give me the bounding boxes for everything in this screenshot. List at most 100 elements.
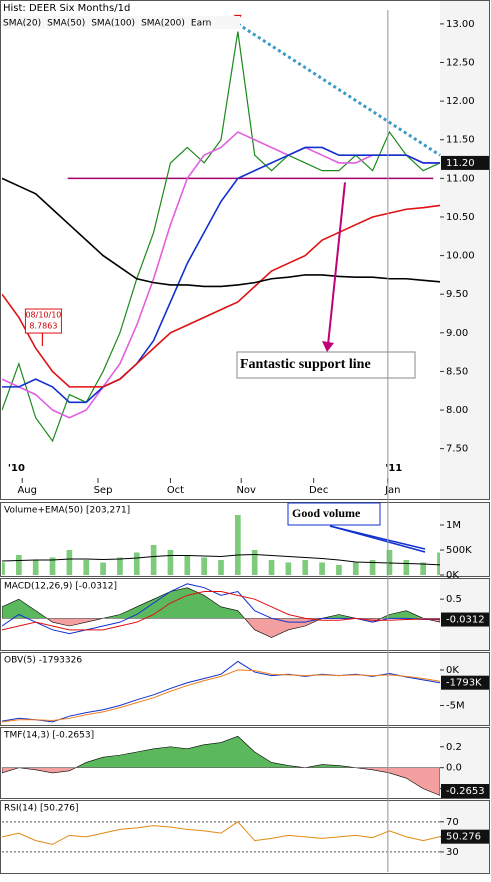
plot (2, 583, 440, 638)
bar (201, 557, 207, 575)
bar (16, 555, 22, 575)
line (2, 131, 440, 419)
line (2, 146, 440, 404)
area (2, 767, 440, 796)
bar (336, 565, 342, 575)
line (2, 31, 440, 443)
panel-title: RSI(14) [50.276] (4, 804, 78, 814)
line (2, 591, 440, 631)
y-tick-label: 10.50 (446, 212, 475, 223)
line (2, 553, 440, 566)
year-label: '10 (8, 463, 25, 474)
y-tick-label: 12.00 (446, 96, 475, 107)
y-tick-label: 0.5 (446, 594, 462, 605)
trendline (237, 22, 441, 157)
annotation-arrow (329, 525, 426, 553)
y-tick-label: 9.50 (446, 289, 468, 300)
panel-title: TMF(14,3) [-0.2653] (3, 731, 94, 741)
x-tick-label: Oct (167, 485, 184, 496)
current-box (441, 829, 489, 844)
y-tick-label: 7.50 (446, 444, 468, 455)
current-label: 50.276 (446, 832, 481, 843)
bar (117, 557, 123, 575)
bar (218, 560, 224, 575)
current-label: -0.2653 (446, 786, 485, 797)
x-tick-label: Sep (94, 485, 113, 496)
panel-title: MACD(12,26,9) [-0.0312] (4, 582, 117, 592)
y-tick-label: 30 (446, 847, 459, 858)
x-tick-label: Dec (309, 485, 328, 496)
line (2, 669, 440, 723)
current-label: -0.0312 (446, 615, 485, 626)
bar (66, 550, 73, 575)
highlight-label: 8.7863 (29, 322, 57, 331)
panel-title-bg (2, 654, 85, 666)
area-down (2, 767, 440, 796)
line (2, 204, 440, 388)
bar (49, 557, 56, 575)
panel (0, 0, 490, 500)
year-label: '11 (385, 463, 402, 474)
highlight-box (24, 308, 62, 334)
y-tick-label: 8.00 (446, 405, 468, 416)
annotation-box (287, 502, 381, 526)
y-tick-label: 9.00 (446, 328, 468, 339)
plot (2, 660, 440, 723)
y-tick-label: 11.00 (446, 173, 475, 184)
bar (133, 552, 140, 575)
y-tick-label: 70 (446, 817, 459, 828)
plot (2, 515, 440, 575)
bar (100, 562, 106, 575)
axis-strip (440, 503, 489, 576)
legend-entry: SMA(20) (3, 19, 41, 29)
current-label: -1793K (446, 678, 482, 689)
bar (251, 550, 258, 575)
bar (32, 560, 39, 575)
bar (83, 560, 90, 575)
arrow-head (322, 341, 334, 352)
x-tick-label: Nov (236, 485, 256, 496)
area-up (2, 735, 440, 768)
bar (420, 562, 426, 575)
y-tick-label: 8.50 (446, 366, 468, 377)
annotation-arrow (327, 182, 346, 346)
bar (403, 560, 410, 575)
bar (352, 562, 359, 575)
panel-title-bg (2, 580, 119, 592)
line (2, 583, 440, 635)
panel-title: Volume+EMA(50) [203,271] (4, 506, 130, 516)
panel-title: OBV(5) -1793326 (4, 656, 82, 666)
panel-title-bg (2, 504, 133, 516)
bar (235, 515, 241, 575)
panel-title-bg (2, 802, 81, 814)
area-up (2, 587, 440, 619)
bar (302, 560, 309, 575)
y-tick-label: 0K (446, 665, 459, 676)
bar (2, 562, 5, 575)
area (2, 735, 440, 768)
legend-entry: Earn (191, 19, 211, 29)
x-tick-label: Aug (17, 485, 37, 496)
line (2, 821, 440, 845)
chart-title: Hist: DEER Six Months/1d (3, 3, 130, 14)
bar (437, 552, 440, 575)
current-label: 11.20 (446, 158, 475, 169)
legend-entry: SMA(50) (47, 19, 85, 29)
y-tick-label: 10.00 (446, 251, 475, 262)
current-box (441, 675, 489, 690)
current-box (441, 155, 489, 170)
current-box (441, 612, 489, 627)
y-tick-label: -5M (446, 701, 465, 712)
plot (2, 31, 440, 443)
bar (184, 555, 191, 575)
highlight-label: 08/10/10 (25, 311, 61, 320)
legend-entry: SMA(100) (91, 19, 135, 29)
axis-strip (440, 1, 489, 499)
line (2, 177, 440, 288)
annotation: Fantastic support line (240, 357, 371, 372)
y-tick-label: 0K (446, 570, 459, 581)
y-tick-label: 11.50 (446, 135, 475, 146)
x-tick-label: Jan (384, 485, 400, 496)
